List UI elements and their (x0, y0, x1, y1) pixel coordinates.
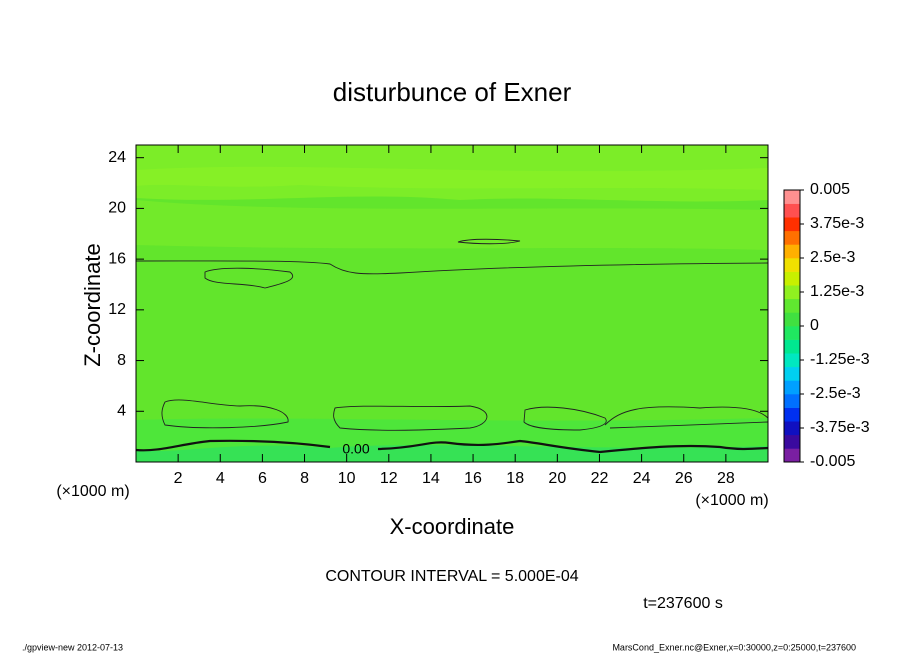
colorbar-band (784, 298, 800, 313)
colorbar-band (784, 434, 800, 449)
footer-left: ./gpview-new 2012-07-13 (22, 642, 123, 652)
colorbar-band (784, 190, 800, 204)
colorbar-label: 1.25e-3 (810, 283, 864, 300)
footer-right: MarsCond_Exner.nc@Exner,x=0:30000,z=0:25… (612, 642, 856, 652)
x-tick-label: 16 (464, 470, 482, 487)
x-tick-label: 12 (380, 470, 398, 487)
x-unit-label: (×1000 m) (695, 492, 768, 509)
colorbar-band (784, 421, 800, 436)
x-tick-label: 4 (216, 470, 225, 487)
x-tick-label: 14 (422, 470, 440, 487)
y-tick-label: 20 (108, 200, 126, 217)
contour-label: 0.00 (342, 441, 369, 457)
x-tick-label: 22 (591, 470, 609, 487)
y-tick-label: 16 (108, 250, 126, 267)
colorbar-band (784, 380, 800, 395)
colorbar-label: -0.005 (810, 453, 855, 470)
colorbar-band (784, 258, 800, 272)
x-axis-label: X-coordinate (390, 514, 515, 539)
colorbar-label: 0.005 (810, 181, 850, 198)
x-tick-label: 18 (506, 470, 524, 487)
y-axis-label: Z-coordinate (80, 243, 105, 367)
colorbar-band (784, 326, 800, 340)
colorbar-band (784, 285, 800, 300)
x-tick-label: 8 (300, 470, 309, 487)
colorbar-band (784, 339, 800, 354)
chart-title: disturbunce of Exner (333, 77, 572, 107)
x-tick-label: 10 (338, 470, 356, 487)
time-label: t=237600 s (643, 595, 723, 612)
y-unit-label: (×1000 m) (56, 483, 129, 500)
colorbar-label: -1.25e-3 (810, 351, 870, 368)
x-tick-label: 26 (675, 470, 693, 487)
colorbar-band (784, 244, 800, 259)
colorbar-band (784, 366, 800, 381)
colorbar-label: 0 (810, 317, 819, 334)
colorbar-band (784, 407, 800, 422)
y-tick-label: 8 (117, 352, 126, 369)
y-tick-label: 24 (108, 149, 126, 166)
colorbar-band (784, 203, 800, 218)
colorbar-label: 2.5e-3 (810, 249, 855, 266)
y-tick-label: 12 (108, 301, 126, 318)
colorbar-label: -2.5e-3 (810, 385, 861, 402)
x-tick-label: 24 (633, 470, 651, 487)
colorbar-band (784, 448, 800, 463)
colorbar-band (784, 230, 800, 245)
x-tick-label: 2 (174, 470, 183, 487)
colorbar-band (784, 353, 800, 368)
contour-field (135, 145, 769, 462)
contour-interval: CONTOUR INTERVAL = 5.000E-04 (325, 568, 578, 585)
colorbar-label: 3.75e-3 (810, 215, 864, 232)
colorbar-band (784, 271, 800, 286)
colorbar-label: -3.75e-3 (810, 419, 870, 436)
colorbar-band (784, 394, 800, 408)
x-tick-label: 6 (258, 470, 267, 487)
colorbar-band (784, 312, 800, 327)
x-tick-label: 20 (548, 470, 566, 487)
colorbar-band (784, 217, 800, 232)
x-tick-label: 28 (717, 470, 735, 487)
y-tick-label: 4 (117, 402, 126, 419)
plot-frame (135, 144, 769, 463)
